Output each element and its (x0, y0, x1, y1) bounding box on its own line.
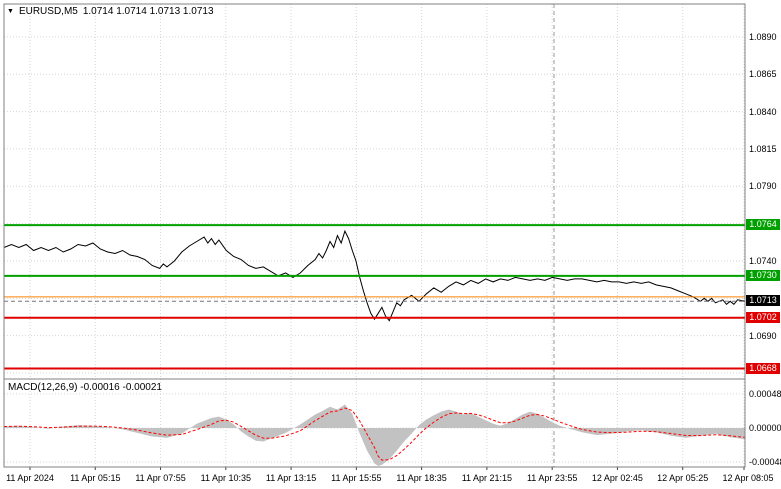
chart-frame (3, 3, 746, 468)
symbol-ohlc-label: ▼ EURUSD,M5 1.0714 1.0714 1.0713 1.0713 (7, 6, 214, 17)
price-tick-label: 1.0890 (749, 31, 777, 42)
price-line (3, 229, 746, 322)
time-axis-label: 11 Apr 10:35 (200, 473, 251, 483)
price-badge-1.0668: 1.0668 (746, 362, 780, 374)
time-axis-label: 12 Apr 02:45 (591, 473, 643, 483)
price-tick-label: 1.0840 (749, 106, 777, 117)
price-badge-1.0702: 1.0702 (746, 311, 780, 323)
time-axis-label: 12 Apr 08:05 (722, 473, 774, 483)
symbol-name: EURUSD,M5 (18, 6, 78, 17)
time-axis-label: 11 Apr 21:15 (461, 473, 513, 483)
time-axis-label: 12 Apr 05:25 (657, 473, 709, 483)
price-tick-label: 1.0815 (749, 143, 777, 154)
time-axis-label: 11 Apr 23:55 (526, 473, 578, 483)
macd-indicator-label: MACD(12,26,9) -0.00016 -0.00021 (8, 382, 162, 393)
price-badge-1.0764: 1.0764 (746, 219, 780, 231)
time-axis-label: 11 Apr 07:55 (135, 473, 186, 483)
time-axis-label: 11 Apr 13:15 (265, 473, 317, 483)
time-axis-label: 11 Apr 15:55 (331, 473, 382, 483)
price-tick-label: 1.0865 (749, 69, 777, 80)
macd-histogram (4, 404, 745, 466)
price-badge-1.0713: 1.0713 (746, 295, 780, 307)
time-axis-label: 11 Apr 18:35 (396, 473, 447, 483)
chevron-down-icon: ▼ (7, 7, 14, 15)
ohlc-values: 1.0714 1.0714 1.0713 1.0713 (82, 6, 214, 17)
macd-tick-label: 0.00000 (749, 422, 781, 433)
macd-tick-label: -0.00048 (749, 457, 781, 468)
price-badge-1.0730: 1.0730 (746, 269, 780, 281)
price-tick-label: 1.0790 (749, 181, 777, 192)
price-tick-label: 1.0690 (749, 330, 777, 341)
macd-tick-label: 0.00048 (749, 388, 781, 399)
macd-signal-line (3, 407, 746, 461)
price-tick-label: 1.0740 (749, 255, 777, 266)
time-axis-label: 11 Apr 2024 (6, 473, 54, 483)
time-axis-label: 11 Apr 05:15 (70, 473, 121, 483)
